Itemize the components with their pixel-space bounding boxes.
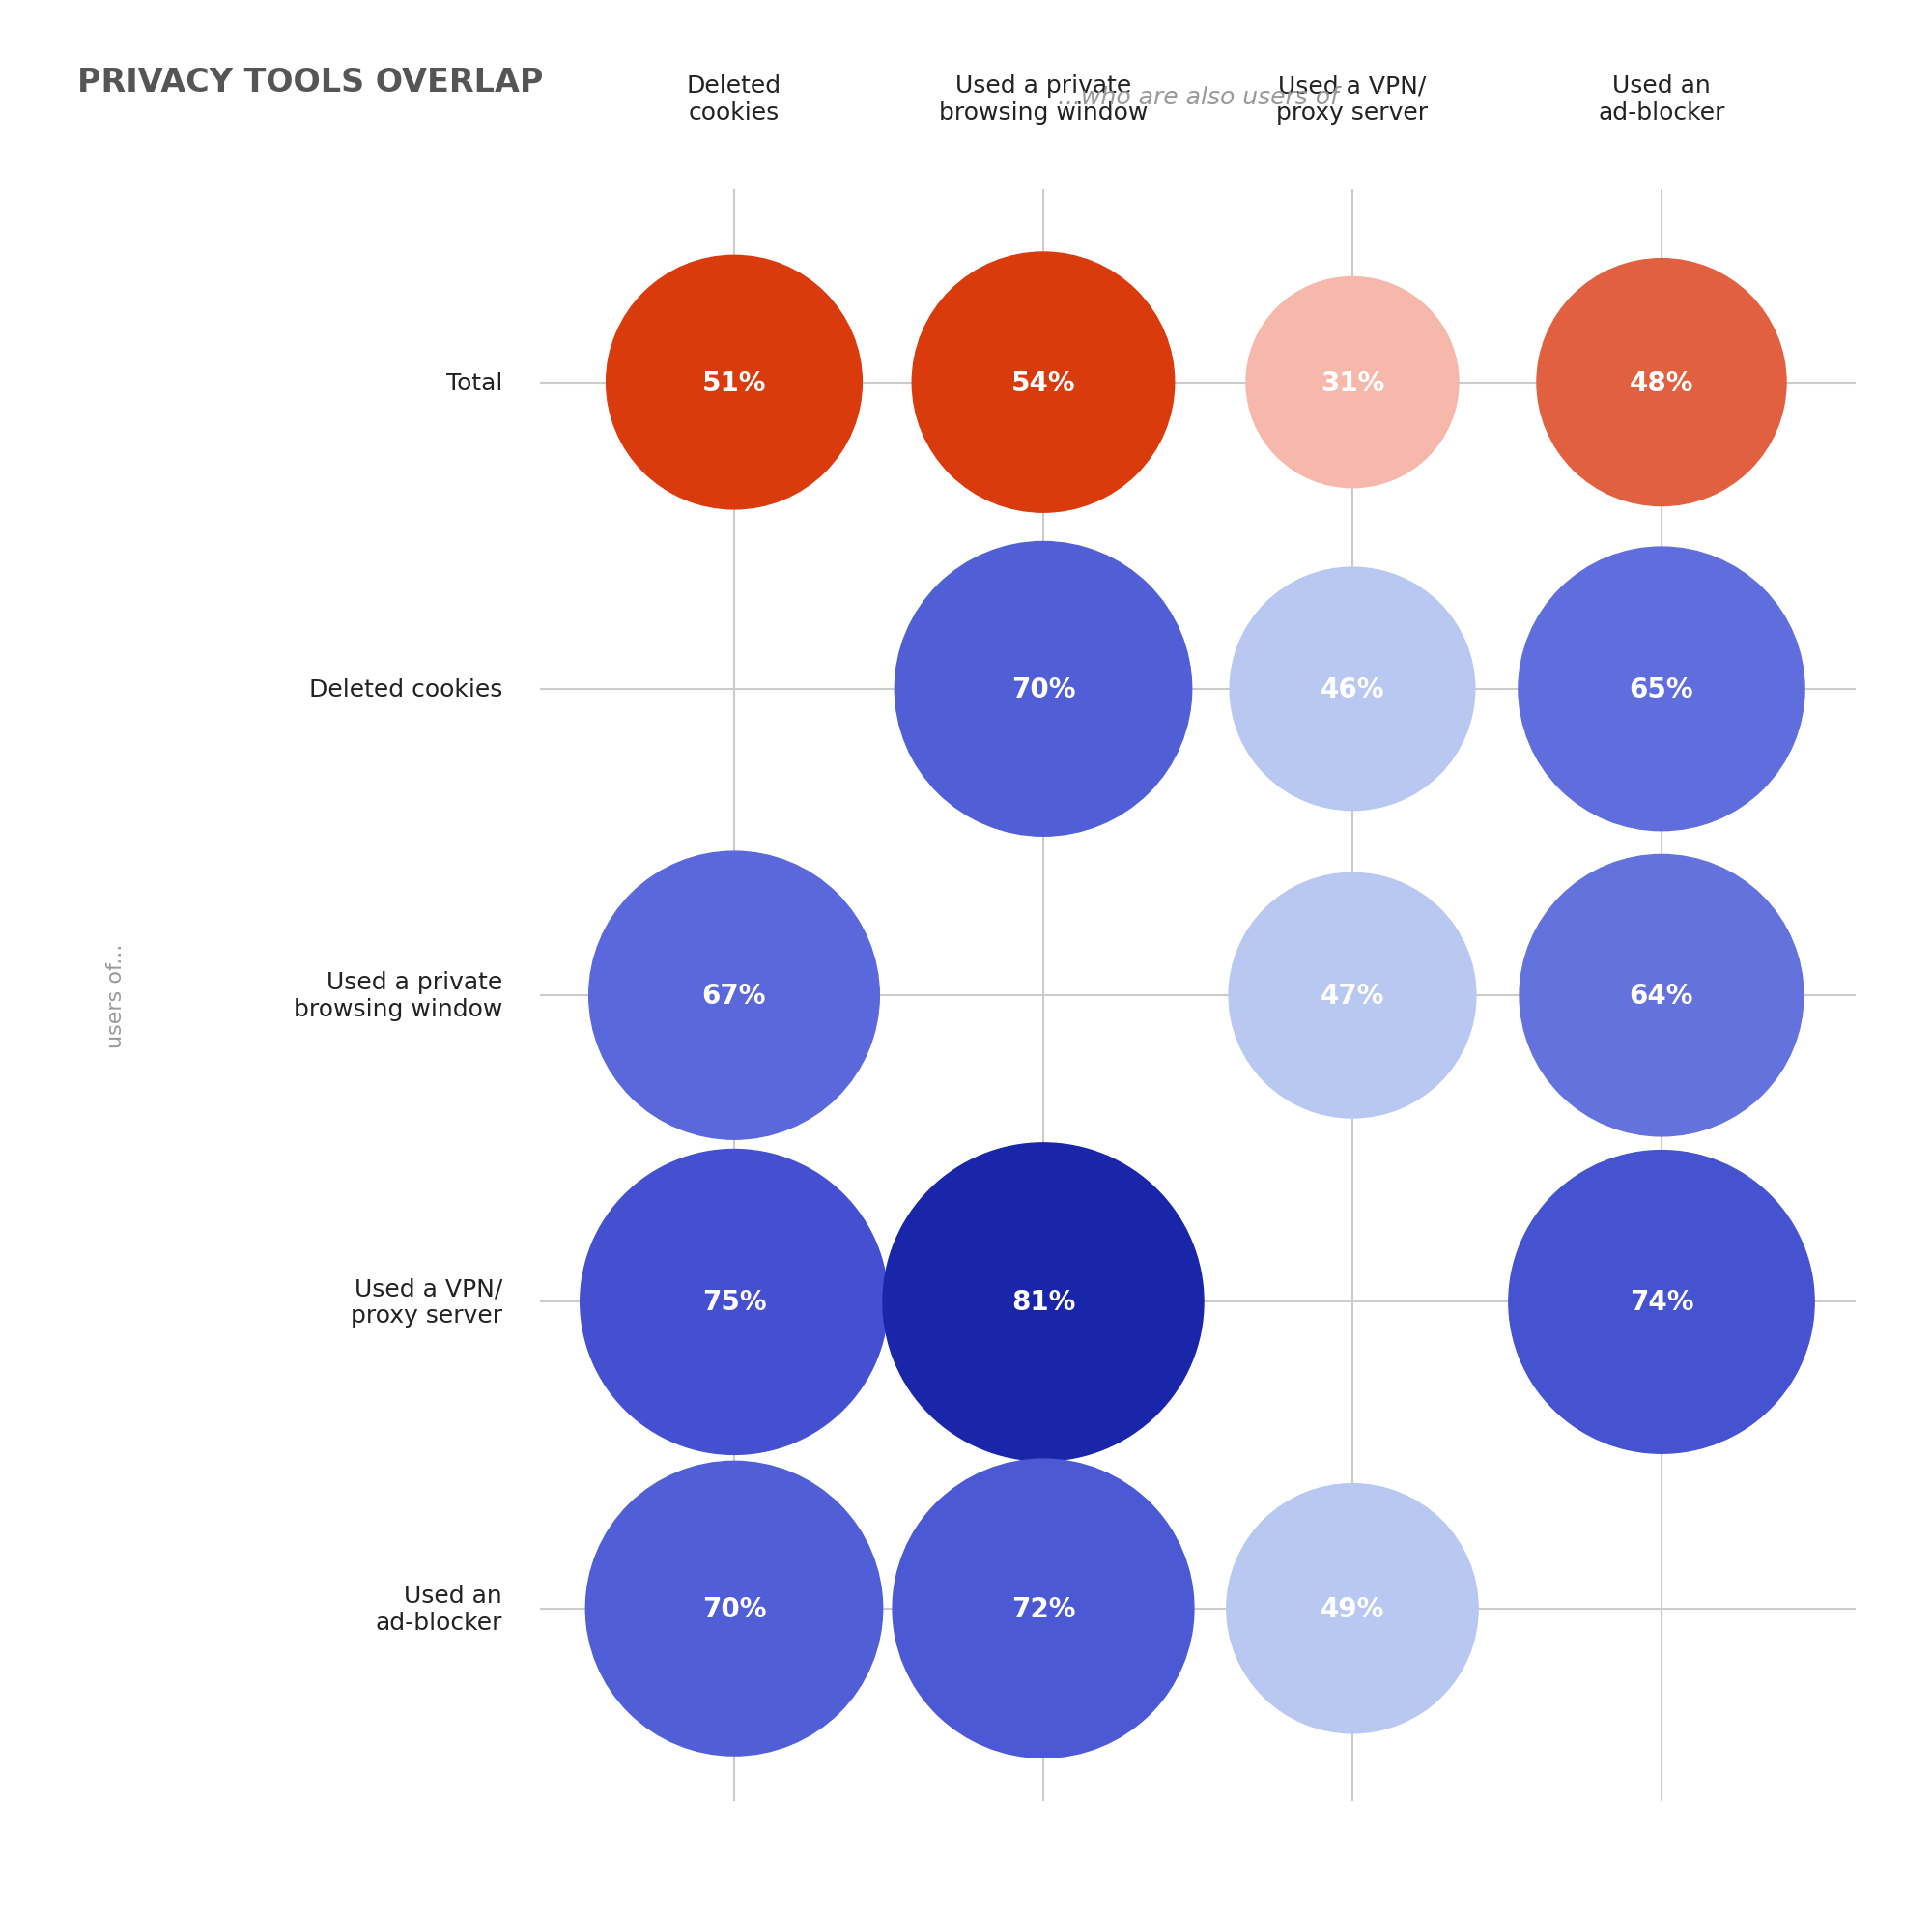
Circle shape — [1227, 1484, 1478, 1733]
Text: Used a private
browsing window: Used a private browsing window — [294, 971, 502, 1021]
Circle shape — [912, 253, 1175, 513]
Circle shape — [580, 1149, 889, 1455]
Text: 48%: 48% — [1629, 370, 1694, 396]
Text: 81%: 81% — [1010, 1289, 1076, 1316]
Text: PRIVACY TOOLS OVERLAP: PRIVACY TOOLS OVERLAP — [77, 67, 543, 100]
Circle shape — [589, 852, 879, 1139]
Text: 51%: 51% — [701, 370, 767, 396]
Text: users of...: users of... — [106, 944, 126, 1048]
Text: 74%: 74% — [1629, 1289, 1694, 1316]
Text: 65%: 65% — [1629, 676, 1694, 703]
Circle shape — [1246, 278, 1459, 488]
Circle shape — [1231, 569, 1474, 810]
Text: 47%: 47% — [1320, 982, 1385, 1009]
Text: Used a VPN/
proxy server: Used a VPN/ proxy server — [1277, 75, 1428, 124]
Text: 46%: 46% — [1320, 676, 1385, 703]
Text: Used a private
browsing window: Used a private browsing window — [939, 75, 1148, 124]
Circle shape — [893, 1459, 1194, 1758]
Circle shape — [585, 1461, 883, 1756]
Circle shape — [1520, 856, 1803, 1136]
Text: Used an
ad-blocker: Used an ad-blocker — [1598, 75, 1725, 124]
Circle shape — [1536, 259, 1787, 507]
Text: 70%: 70% — [701, 1595, 767, 1622]
Circle shape — [607, 257, 862, 509]
Text: Used a VPN/
proxy server: Used a VPN/ proxy server — [350, 1277, 502, 1327]
Text: 72%: 72% — [1010, 1595, 1076, 1622]
Circle shape — [1229, 873, 1476, 1118]
Text: Total: Total — [446, 372, 502, 394]
Text: 64%: 64% — [1629, 982, 1694, 1009]
Text: 49%: 49% — [1320, 1595, 1385, 1622]
Text: 67%: 67% — [701, 982, 767, 1009]
Text: Deleted cookies: Deleted cookies — [309, 678, 502, 701]
Circle shape — [1519, 548, 1804, 831]
Circle shape — [895, 542, 1192, 837]
Circle shape — [1509, 1151, 1814, 1453]
Text: Used an
ad-blocker: Used an ad-blocker — [375, 1584, 502, 1633]
Text: 75%: 75% — [701, 1289, 767, 1316]
Text: 70%: 70% — [1010, 676, 1076, 703]
Text: 31%: 31% — [1320, 370, 1385, 396]
Circle shape — [883, 1143, 1204, 1461]
Text: 54%: 54% — [1010, 370, 1076, 396]
Text: ...who are also users of: ...who are also users of — [1057, 86, 1339, 109]
Text: Deleted
cookies: Deleted cookies — [686, 75, 782, 124]
